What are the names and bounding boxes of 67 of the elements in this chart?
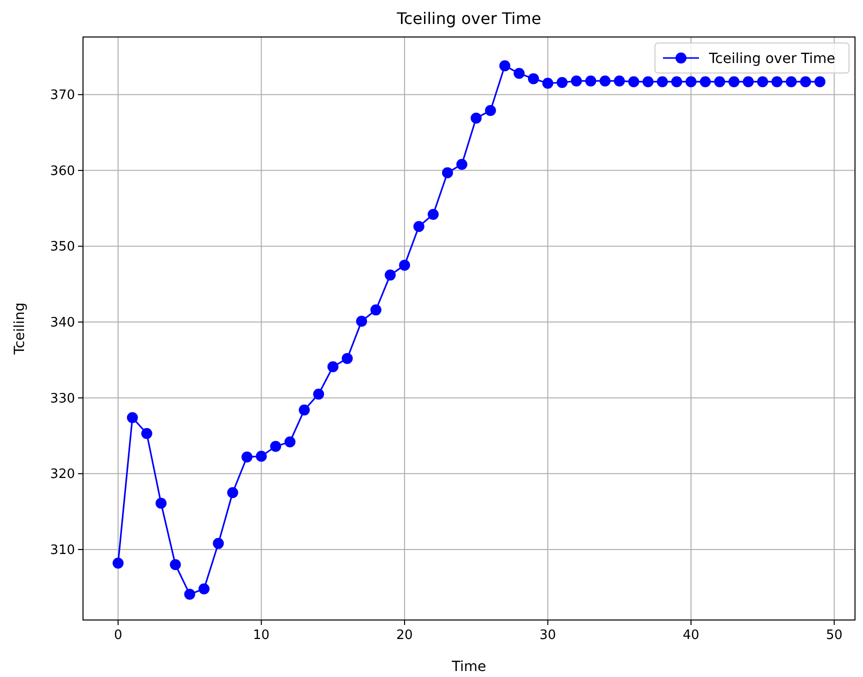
- y-tick-label: 330: [50, 391, 75, 406]
- point: [126, 412, 138, 424]
- point: [556, 76, 568, 88]
- point: [542, 78, 554, 89]
- point: [241, 452, 252, 463]
- point: [356, 316, 368, 327]
- point: [528, 73, 539, 84]
- point: [714, 76, 726, 88]
- point: [456, 158, 468, 170]
- y-tick-label: 320: [50, 467, 75, 482]
- x-tick-label: 10: [253, 628, 270, 643]
- point: [742, 76, 754, 88]
- chart-title: Tceiling over Time: [396, 9, 542, 28]
- point: [270, 440, 282, 452]
- point: [384, 270, 396, 281]
- y-tick-label: 370: [50, 88, 75, 104]
- point: [757, 76, 768, 88]
- point: [570, 75, 582, 86]
- x-axis-title: Time: [450, 659, 486, 675]
- point: [184, 588, 196, 600]
- point: [198, 583, 210, 594]
- x-tick-label: 40: [682, 628, 700, 643]
- x-tick-label: 30: [540, 628, 556, 643]
- y-tick-label: 310: [50, 542, 75, 558]
- point: [442, 167, 454, 178]
- point: [771, 76, 782, 88]
- point: [112, 558, 124, 569]
- point: [298, 404, 310, 416]
- point: [256, 450, 267, 462]
- point: [814, 76, 826, 88]
- point: [342, 352, 353, 364]
- point: [614, 75, 625, 86]
- point: [370, 304, 382, 316]
- point: [227, 487, 238, 498]
- y-tick-label: 350: [50, 240, 75, 255]
- point: [212, 538, 224, 549]
- point: [786, 76, 797, 88]
- x-tick-label: 20: [396, 628, 413, 643]
- point: [656, 76, 668, 88]
- legend-label: Tceiling over Time: [708, 51, 836, 67]
- point: [728, 76, 740, 88]
- point: [499, 60, 510, 72]
- point: [156, 498, 167, 509]
- point: [671, 76, 682, 88]
- point: [800, 76, 812, 88]
- point: [327, 361, 338, 372]
- x-tick-label: 0: [114, 628, 122, 643]
- point: [686, 76, 697, 88]
- y-tick-label: 340: [50, 316, 75, 331]
- point: [514, 68, 525, 79]
- point: [642, 76, 654, 88]
- point: [600, 75, 611, 86]
- point: [313, 388, 324, 400]
- point: [484, 105, 496, 116]
- point: [470, 112, 482, 124]
- point: [399, 260, 410, 271]
- point: [585, 75, 596, 86]
- x-tick-label: 50: [826, 628, 843, 643]
- point: [284, 436, 296, 448]
- point: [428, 208, 439, 220]
- y-tick-label: 360: [50, 164, 75, 179]
- point: [413, 221, 424, 232]
- point: [700, 76, 711, 88]
- point: [628, 76, 640, 88]
- point: [141, 428, 152, 439]
- point: [170, 559, 181, 570]
- y-axis-title: Tceiling: [12, 302, 28, 356]
